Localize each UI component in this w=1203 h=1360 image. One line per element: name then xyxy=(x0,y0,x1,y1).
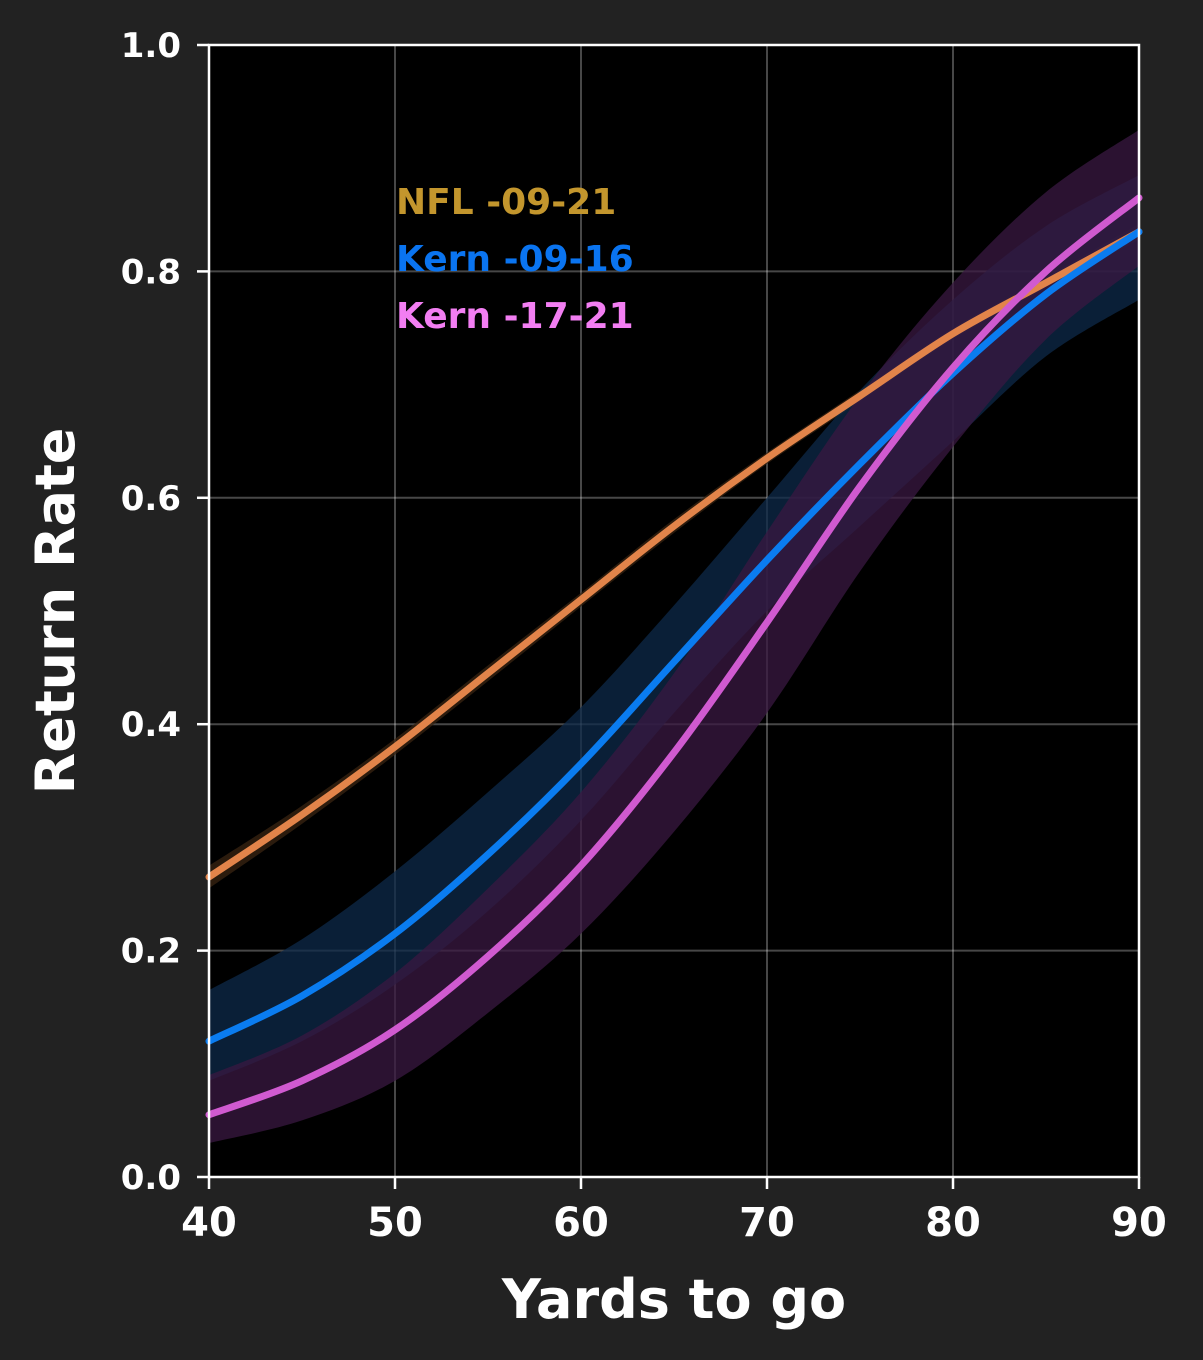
x-tick-label: 90 xyxy=(1111,1200,1167,1246)
y-tick-label: 0.8 xyxy=(121,252,181,292)
legend-label-1: NFL -09-21 xyxy=(396,182,616,223)
y-tick-label: 0.0 xyxy=(121,1158,181,1198)
confidence-band-3 xyxy=(209,129,1139,1144)
plot-frame xyxy=(207,43,1141,1179)
x-tick-label: 60 xyxy=(553,1200,609,1246)
x-tick-label: 80 xyxy=(925,1200,981,1246)
y-axis-title: Return Rate xyxy=(24,428,87,795)
y-tick-label: 1.0 xyxy=(121,26,181,66)
x-tick-label: 70 xyxy=(739,1200,795,1246)
x-tick-label: 50 xyxy=(367,1200,423,1246)
y-tick-label: 0.6 xyxy=(121,479,181,519)
legend-label-3: Kern -17-21 xyxy=(396,296,634,337)
series-line-2 xyxy=(205,228,1143,1045)
legend: NFL -09-21 Kern -09-16 Kern -17-21 xyxy=(396,182,634,337)
series-line-1 xyxy=(205,228,1143,881)
y-tick-label: 0.2 xyxy=(121,932,181,972)
x-tick-label: 40 xyxy=(181,1200,237,1246)
confidence-bands xyxy=(209,129,1139,1144)
legend-label-2: Kern -09-16 xyxy=(396,239,634,280)
x-axis-title: Yards to go xyxy=(501,1268,846,1331)
y-tick-label: 0.4 xyxy=(121,705,181,745)
series-lines xyxy=(205,194,1143,1119)
confidence-band-1 xyxy=(209,223,1139,889)
series-line-3 xyxy=(205,194,1143,1119)
axis-ticks: 40 50 60 70 80 90 0.0 0.2 0.4 0.6 0.8 1.0 xyxy=(121,26,1167,1246)
